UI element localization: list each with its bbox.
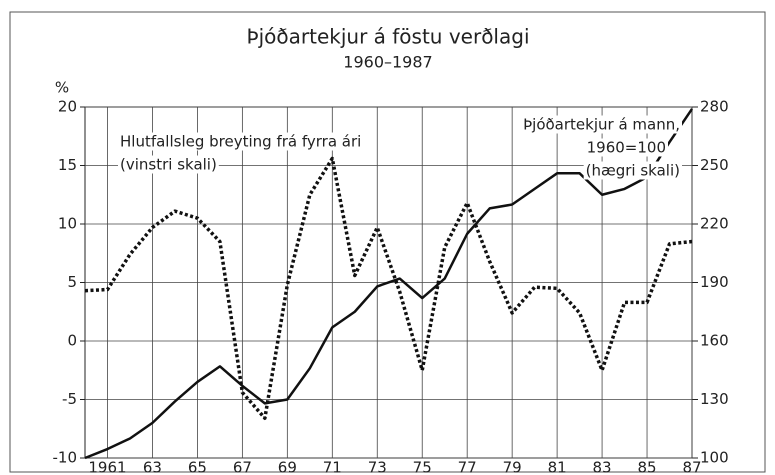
y-tick-label: 0 [67,332,77,350]
y2-tick-label: 220 [700,215,729,233]
x-tick-label: 79 [503,459,522,475]
annotation-bg [583,161,682,180]
solid-line [84,108,694,460]
annotation: (vinstri skali) [120,156,217,174]
y-tick-label: 5 [67,273,77,291]
y2-tick-label: 190 [700,273,729,291]
x-tick-label: 65 [188,459,207,475]
x-tick-label: 77 [458,459,477,475]
y2-tick-label: 160 [700,332,729,350]
y-tick-label: 10 [58,215,77,233]
y-tick-label: -10 [53,449,78,467]
x-tick-label: 81 [548,459,567,475]
x-tick-label: 1961 [88,459,126,475]
y-tick-label: 15 [58,156,77,174]
y-tick-label: 20 [58,98,77,116]
annotation-bg [118,132,364,151]
annotation: Hlutfallsleg breyting frá fyrra ári [120,133,361,151]
x-tick-label: 71 [323,459,342,475]
x-tick-label: 85 [637,459,656,475]
y2-tick-label: 250 [700,156,729,174]
annotation: 1960=100 [587,139,666,157]
annotation-bg [118,155,219,174]
x-tick-label: 69 [278,459,297,475]
x-tick-label: 67 [233,459,252,475]
chart-title: Þjóðartekjur á föstu verðlagi [247,25,530,49]
annotation: (hægri skali) [586,162,680,180]
y-tick-label: -5 [62,390,77,408]
x-tick-label: 63 [143,459,162,475]
x-tick-label: 87 [682,459,701,475]
annotation-bg [584,138,668,157]
annotation-bg [521,115,682,134]
annotation: Þjóðartekjur á mann, [523,116,680,134]
dotted-line [84,156,693,420]
x-tick-label: 73 [368,459,387,475]
y2-tick-label: 280 [700,98,729,116]
x-tick-label: 83 [593,459,612,475]
y2-tick-label: 130 [700,390,729,408]
x-tick-label: 75 [413,459,432,475]
y2-tick-label: 100 [700,449,729,467]
frame [9,11,766,473]
chart-subtitle: 1960–1987 [343,53,432,72]
y-axis-label: % [55,79,69,97]
